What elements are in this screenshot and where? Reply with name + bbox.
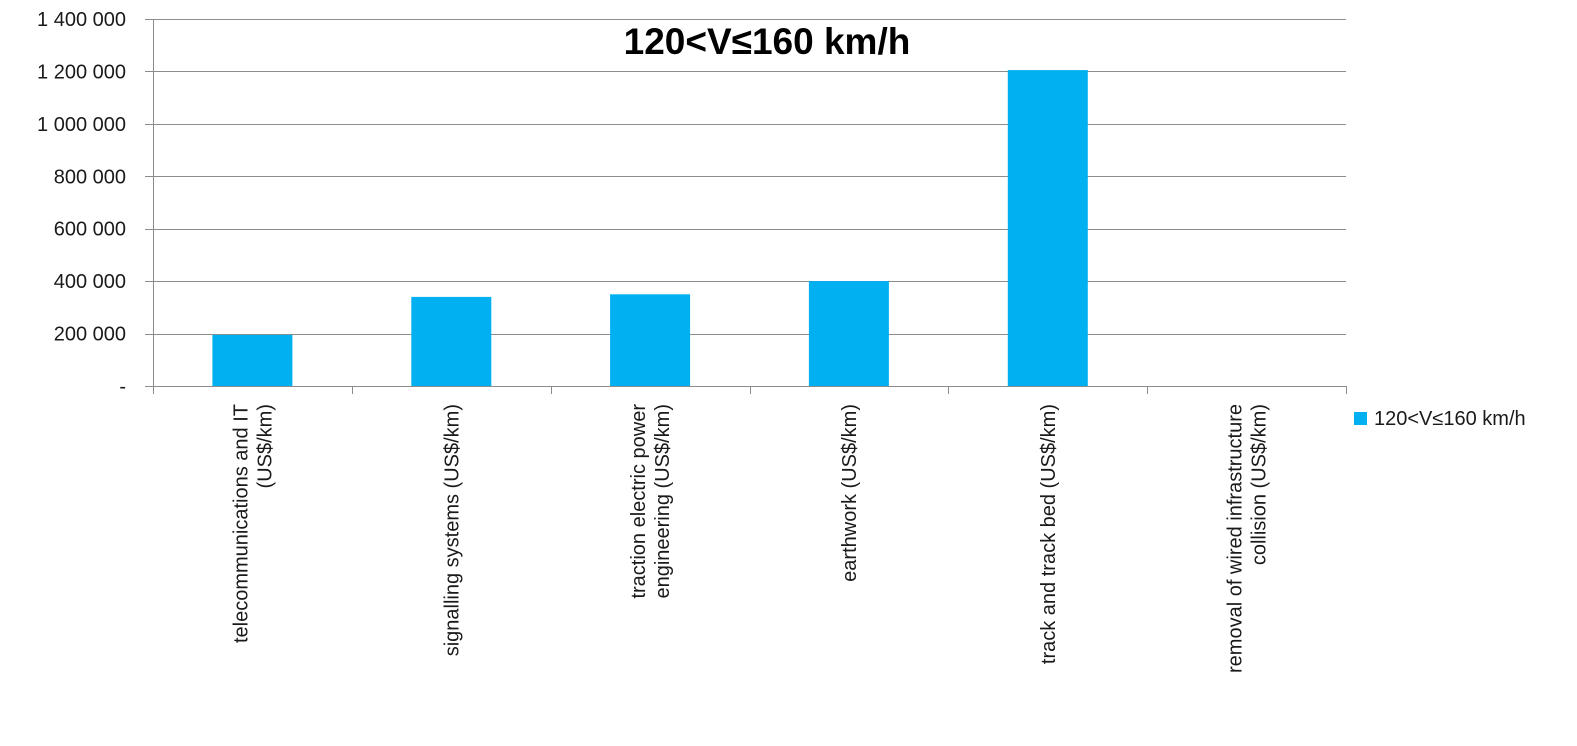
- y-tick-label: 600 000: [54, 219, 126, 241]
- y-tick-label: 1 200 000: [37, 61, 126, 83]
- bar: [808, 281, 889, 386]
- gridlines: [153, 19, 1346, 335]
- x-tick-label: track and track bed (US$/km): [1038, 404, 1060, 664]
- x-tick-label: (US$/km): [254, 404, 276, 488]
- x-tick-label: collision (US$/km): [1249, 404, 1271, 565]
- x-tick-label: traction electric power: [628, 404, 650, 599]
- bar: [1007, 70, 1088, 386]
- bar: [610, 294, 691, 387]
- chart-title: 120<V≤160 km/h: [624, 21, 911, 62]
- y-tick-label: -: [119, 376, 126, 398]
- x-tick-label: removal of wired infrastructure: [1225, 404, 1247, 673]
- legend-swatch: [1354, 412, 1367, 425]
- x-tick-label: telecommunications and IT: [230, 404, 252, 643]
- x-tick-label: signalling systems (US$/km): [441, 404, 463, 656]
- x-tick-label: engineering (US$/km): [652, 404, 674, 599]
- bars: [212, 70, 1088, 387]
- legend-label: 120<V≤160 km/h: [1374, 408, 1526, 430]
- y-axis-tick-labels: - 200 000 400 000 600 000 800 000 1 000 000 1 …: [37, 9, 126, 398]
- x-axis-tick-labels: telecommunications and IT (US$/km) signall…: [230, 404, 1270, 673]
- y-tick-label: 400 000: [54, 271, 126, 293]
- bar: [411, 296, 492, 386]
- y-tick-label: 1 000 000: [37, 114, 126, 136]
- axes: [145, 19, 1347, 394]
- y-tick-label: 800 000: [54, 166, 126, 188]
- y-tick-label: 1 400 000: [37, 9, 126, 31]
- legend: 120<V≤160 km/h: [1354, 408, 1526, 430]
- y-tick-label: 200 000: [54, 324, 126, 346]
- bar: [212, 334, 293, 386]
- x-tick-label: earthwork (US$/km): [839, 404, 861, 582]
